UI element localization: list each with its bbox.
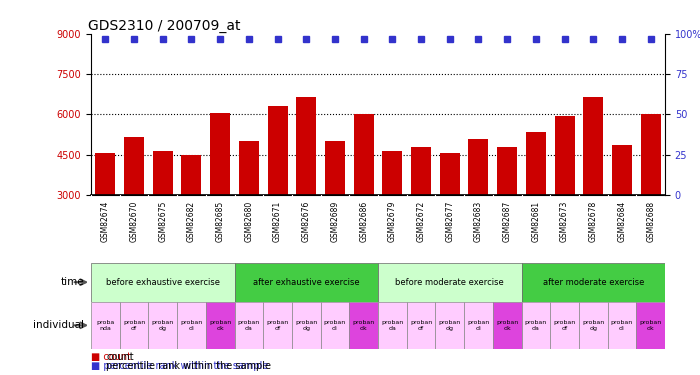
Bar [148,302,177,349]
Bar [91,302,120,349]
Text: after moderate exercise: after moderate exercise [542,278,644,286]
Text: proban
df: proban df [123,320,145,330]
Text: proban
di: proban di [611,320,633,330]
Text: GSM82670: GSM82670 [130,200,139,242]
Text: proba
nda: proba nda [96,320,115,330]
Bar [468,139,489,195]
Text: GSM82671: GSM82671 [273,200,282,242]
Bar [550,302,579,349]
Text: GSM82679: GSM82679 [388,200,397,242]
Bar [177,302,206,349]
Text: GSM82680: GSM82680 [244,200,253,242]
Bar [608,302,636,349]
Bar [378,302,407,349]
Bar [296,97,316,195]
Text: after exhaustive exercise: after exhaustive exercise [253,278,360,286]
Text: proban
dk: proban dk [353,320,375,330]
Text: proban
df: proban df [267,320,288,330]
Bar [497,147,517,195]
Text: before exhaustive exercise: before exhaustive exercise [106,278,220,286]
Bar [522,302,550,349]
Text: proban
di: proban di [468,320,489,330]
Text: GSM82686: GSM82686 [359,200,368,242]
Text: GSM82674: GSM82674 [101,200,110,242]
Bar [526,132,546,195]
Text: GSM82685: GSM82685 [216,200,225,242]
Bar [579,302,608,349]
Bar [493,302,522,349]
Bar [206,302,234,349]
Text: proban
df: proban df [410,320,432,330]
Bar [407,302,435,349]
Text: proban
df: proban df [554,320,575,330]
Text: GSM82673: GSM82673 [560,200,569,242]
Text: time: time [60,277,84,287]
Bar [267,106,288,195]
Bar [612,145,632,195]
Text: proban
dk: proban dk [496,320,518,330]
Bar [440,153,460,195]
Text: proban
da: proban da [525,320,547,330]
Text: proban
dk: proban dk [640,320,662,330]
Bar [239,141,259,195]
Bar [583,97,603,195]
Text: GSM82677: GSM82677 [445,200,454,242]
Text: proban
dg: proban dg [152,320,174,330]
Text: GSM82688: GSM82688 [646,200,655,242]
Text: GDS2310 / 200709_at: GDS2310 / 200709_at [88,19,241,33]
Text: GSM82675: GSM82675 [158,200,167,242]
Bar [382,151,402,195]
Bar [435,302,464,349]
Text: GSM82683: GSM82683 [474,200,483,242]
Bar [124,137,144,195]
Bar [321,302,349,349]
Text: proban
dg: proban dg [295,320,317,330]
Bar [153,151,173,195]
Bar [640,114,661,195]
Bar [554,116,575,195]
Bar [120,302,148,349]
Bar [349,302,378,349]
Text: GSM82684: GSM82684 [617,200,626,242]
Text: proban
dg: proban dg [439,320,461,330]
Bar [95,153,116,195]
Text: proban
dg: proban dg [582,320,604,330]
Bar [378,262,522,302]
Bar [263,302,292,349]
Text: GSM82672: GSM82672 [416,200,426,242]
Text: GSM82687: GSM82687 [503,200,512,242]
Bar [522,262,665,302]
Text: count: count [106,352,134,362]
Bar [210,113,230,195]
Bar [636,302,665,349]
Text: percentile rank within the sample: percentile rank within the sample [106,361,272,371]
Bar [354,114,374,195]
Text: proban
da: proban da [382,320,403,330]
Bar [411,147,431,195]
Bar [464,302,493,349]
Text: GSM82681: GSM82681 [531,200,540,242]
Text: GSM82682: GSM82682 [187,200,196,242]
Bar [292,302,321,349]
Text: proban
di: proban di [324,320,346,330]
Text: GSM82689: GSM82689 [330,200,340,242]
Text: before moderate exercise: before moderate exercise [395,278,504,286]
Text: proban
di: proban di [181,320,202,330]
Text: ■ count: ■ count [91,352,131,362]
Bar [234,302,263,349]
Bar [325,141,345,195]
Bar [234,262,378,302]
Text: GSM82676: GSM82676 [302,200,311,242]
Bar [91,262,234,302]
Bar [181,154,202,195]
Text: proban
da: proban da [238,320,260,330]
Text: ■ percentile rank within the sample: ■ percentile rank within the sample [91,361,268,371]
Text: individual: individual [33,320,84,330]
Text: proban
dk: proban dk [209,320,231,330]
Text: GSM82678: GSM82678 [589,200,598,242]
